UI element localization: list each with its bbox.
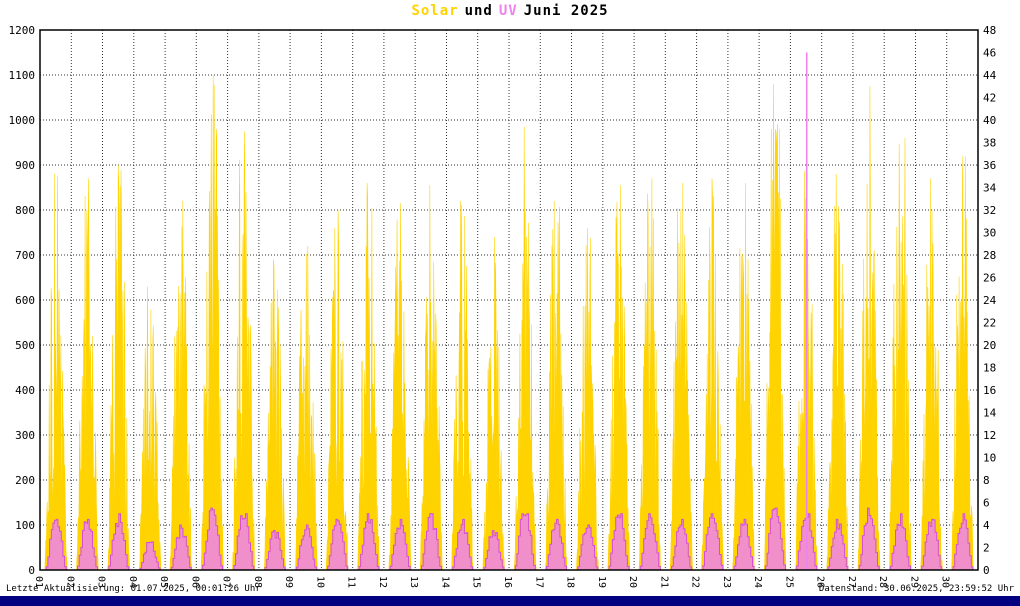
svg-text:48: 48 [983, 24, 996, 37]
svg-text:23: 23 [721, 576, 732, 588]
svg-text:16: 16 [502, 576, 513, 588]
plot-border [39, 29, 979, 571]
svg-text:18: 18 [565, 576, 576, 588]
uv-series [45, 52, 974, 571]
svg-text:600: 600 [15, 294, 35, 307]
title-conjunction: und [464, 3, 493, 19]
title-solar: Solar [411, 3, 459, 19]
svg-text:46: 46 [983, 47, 996, 60]
svg-text:12: 12 [983, 429, 996, 442]
svg-text:29: 29 [909, 576, 920, 588]
svg-text:10: 10 [314, 576, 325, 588]
svg-text:34: 34 [983, 182, 997, 195]
svg-text:25: 25 [783, 576, 794, 588]
svg-text:17: 17 [533, 576, 544, 588]
svg-text:16: 16 [983, 384, 996, 397]
svg-text:2: 2 [983, 542, 990, 555]
svg-text:24: 24 [752, 576, 763, 588]
svg-text:22: 22 [983, 317, 996, 330]
svg-text:6: 6 [983, 497, 990, 510]
svg-text:21: 21 [658, 576, 669, 588]
svg-text:700: 700 [15, 249, 35, 262]
y-axis-left-labels: 0 100 200 300 400 500 600 700 800 900 1000 1100 1200 [9, 24, 36, 577]
svg-text:0: 0 [28, 564, 35, 577]
svg-text:06: 06 [189, 576, 200, 588]
svg-text:26: 26 [815, 576, 826, 588]
svg-text:30: 30 [940, 576, 951, 588]
svg-text:04: 04 [127, 576, 138, 588]
y-axis-right-labels: 0246810121416182022242628303234363840424… [983, 24, 997, 577]
svg-text:1100: 1100 [9, 69, 36, 82]
svg-text:14: 14 [983, 407, 997, 420]
footer-bar [0, 596, 1020, 606]
svg-text:26: 26 [983, 272, 996, 285]
svg-text:36: 36 [983, 159, 996, 172]
svg-text:8: 8 [983, 474, 990, 487]
svg-text:11: 11 [346, 576, 357, 588]
svg-text:300: 300 [15, 429, 35, 442]
svg-text:40: 40 [983, 114, 996, 127]
svg-text:28: 28 [983, 249, 996, 262]
svg-text:4: 4 [983, 519, 990, 532]
svg-text:100: 100 [15, 519, 35, 532]
svg-text:10: 10 [983, 452, 996, 465]
svg-text:08: 08 [252, 576, 263, 588]
svg-text:20: 20 [983, 339, 996, 352]
svg-text:900: 900 [15, 159, 35, 172]
svg-text:09: 09 [283, 576, 294, 588]
svg-text:1200: 1200 [9, 24, 36, 37]
svg-text:20: 20 [627, 576, 638, 588]
svg-text:27: 27 [846, 576, 857, 588]
title-uv: UV [498, 3, 518, 19]
svg-text:1000: 1000 [9, 114, 36, 127]
svg-text:400: 400 [15, 384, 35, 397]
svg-text:07: 07 [221, 576, 232, 588]
svg-text:0: 0 [983, 564, 990, 577]
svg-text:18: 18 [983, 362, 996, 375]
svg-text:38: 38 [983, 137, 996, 150]
svg-text:01: 01 [33, 576, 44, 588]
svg-text:800: 800 [15, 204, 35, 217]
last-update-text: Letzte Aktualisierung: 01.07.2025, 00:01… [6, 584, 261, 594]
svg-text:05: 05 [158, 576, 169, 588]
svg-text:500: 500 [15, 339, 35, 352]
svg-text:32: 32 [983, 204, 996, 217]
title-period: Juni 2025 [523, 3, 609, 19]
svg-text:30: 30 [983, 227, 996, 240]
svg-text:44: 44 [983, 69, 997, 82]
svg-text:03: 03 [96, 576, 107, 588]
svg-text:42: 42 [983, 92, 996, 105]
svg-text:200: 200 [15, 474, 35, 487]
svg-text:15: 15 [471, 576, 482, 588]
x-axis-day-labels: 01 02 03 04 05 06 07 08 09 10 11 12 13 14 15 16 17 18 19 20… [33, 576, 951, 588]
svg-text:28: 28 [877, 576, 888, 588]
status-bar: Letzte Aktualisierung: 01.07.2025, 00:01… [6, 584, 1014, 596]
solar-series [44, 74, 974, 571]
svg-text:12: 12 [377, 576, 388, 588]
chart-title: Solar und UV Juni 2025 [0, 3, 1020, 19]
svg-text:02: 02 [64, 576, 75, 588]
svg-text:24: 24 [983, 294, 997, 307]
svg-text:13: 13 [408, 576, 419, 588]
svg-text:19: 19 [596, 576, 607, 588]
data-state-text: Datenstand: 30.06.2025, 23:59:52 Uhr [818, 584, 1014, 594]
svg-text:22: 22 [690, 576, 701, 588]
svg-text:14: 14 [440, 576, 451, 588]
